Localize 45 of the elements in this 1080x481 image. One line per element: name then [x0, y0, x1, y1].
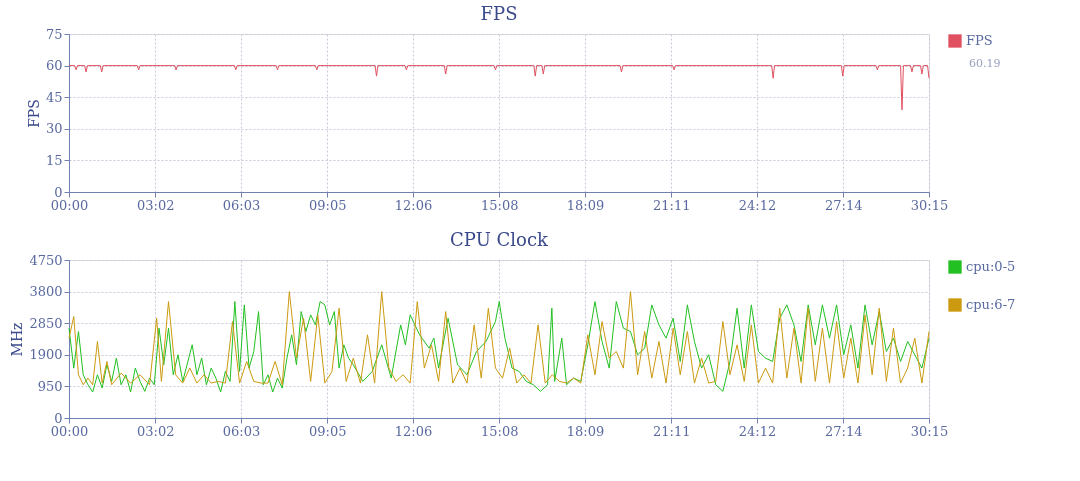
y-tick-label: 30 — [45, 121, 63, 137]
x-tick-label: 06:03 — [222, 197, 261, 213]
x-tick-label: 21:11 — [653, 423, 691, 439]
y-tick-label: 15 — [45, 152, 63, 168]
x-tick-label: 03:02 — [137, 423, 175, 439]
x-tick-label: 27:14 — [825, 197, 863, 213]
line-series — [68, 301, 930, 393]
x-tick-label: 24:12 — [738, 423, 777, 439]
y-tick-label: 4750 — [29, 252, 63, 268]
y-axis-title: FPS — [25, 99, 42, 128]
x-tick-label: 30:15 — [910, 197, 949, 213]
x-tick-label: 15:08 — [481, 423, 519, 439]
line-series — [68, 65, 930, 111]
x-tick-label: 27:14 — [825, 423, 863, 439]
x-tick-label: 12:06 — [394, 423, 433, 439]
y-tick-label: 60 — [45, 58, 63, 74]
y-tick-label: 0 — [54, 184, 63, 200]
x-tick-label: 15:08 — [481, 197, 519, 213]
y-axis-title: MHz — [9, 322, 26, 357]
x-tick-label: 03:02 — [137, 197, 175, 213]
legend-label: cpu:0-5 — [966, 259, 1016, 274]
y-tick-label: 1900 — [29, 347, 63, 363]
y-tick-label: 3800 — [29, 284, 63, 300]
y-tick-label: 2850 — [29, 315, 63, 331]
x-tick-label: 21:11 — [653, 197, 691, 213]
line-series — [68, 291, 930, 386]
y-tick-label: 0 — [54, 410, 63, 426]
x-tick-label: 24:12 — [738, 197, 777, 213]
x-tick-label: 06:03 — [222, 423, 261, 439]
x-tick-label: 30:15 — [910, 423, 949, 439]
x-tick-label: 12:06 — [394, 197, 433, 213]
chart-title: FPS — [480, 3, 518, 24]
legend-label: FPS — [966, 33, 993, 48]
legend-label: cpu:6-7 — [966, 297, 1016, 312]
x-tick-label: 09:05 — [309, 423, 347, 439]
chart-title: CPU Clock — [450, 229, 549, 250]
y-tick-label: 45 — [45, 89, 63, 105]
y-tick-label: 950 — [37, 378, 63, 394]
text: 60.19 — [969, 57, 1001, 70]
x-tick-label: 09:05 — [309, 197, 347, 213]
x-tick-label: 00:00 — [50, 423, 89, 439]
x-tick-label: 18:09 — [566, 197, 605, 213]
x-tick-label: 00:00 — [50, 197, 89, 213]
x-tick-label: 18:09 — [566, 423, 605, 439]
y-tick-label: 75 — [45, 26, 63, 42]
